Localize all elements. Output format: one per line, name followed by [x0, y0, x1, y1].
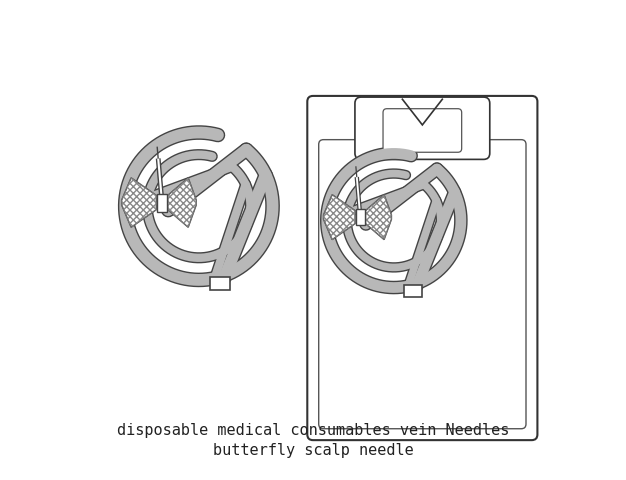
Text: butterfly scalp needle: butterfly scalp needle	[213, 442, 413, 457]
Bar	[404, 286, 422, 297]
Bar	[157, 194, 167, 212]
FancyBboxPatch shape	[307, 96, 537, 440]
FancyBboxPatch shape	[355, 98, 490, 160]
FancyBboxPatch shape	[383, 109, 461, 153]
Polygon shape	[121, 179, 156, 228]
Polygon shape	[366, 195, 391, 240]
Bar	[210, 278, 230, 290]
Polygon shape	[324, 195, 355, 240]
Polygon shape	[168, 179, 197, 228]
Bar	[356, 209, 364, 226]
FancyBboxPatch shape	[319, 140, 526, 429]
Text: disposable medical consumables vein Needles: disposable medical consumables vein Need…	[117, 422, 509, 437]
